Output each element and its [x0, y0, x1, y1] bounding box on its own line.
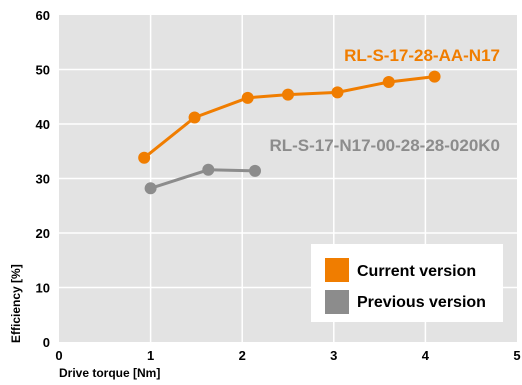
series-0-point	[331, 86, 344, 99]
series-0-point	[282, 88, 294, 101]
previous-version-annotation: RL-S-17-N17-00-28-28-020K0	[269, 136, 500, 155]
legend-label-current: Current version	[357, 263, 476, 280]
current-version-annotation: RL-S-17-28-AA-N17	[344, 46, 500, 65]
grid-lines	[59, 15, 517, 342]
x-tick-label: 0	[55, 348, 62, 363]
series-1-point	[249, 164, 262, 177]
y-tick-label: 60	[36, 8, 50, 23]
legend-label-previous: Previous version	[357, 294, 486, 311]
x-tick-label: 2	[239, 348, 246, 363]
y-tick-label: 30	[36, 172, 50, 187]
series-1-point	[144, 182, 157, 195]
legend-swatch-previous	[325, 290, 349, 314]
series-0-point	[138, 151, 151, 164]
series-0-point	[188, 111, 201, 124]
x-tick-label: 1	[147, 348, 154, 363]
y-tick-label: 10	[36, 281, 50, 296]
legend: Current version Previous version	[311, 244, 503, 322]
y-axis-label: Efficiency [%]	[9, 264, 23, 343]
x-tick-label: 4	[422, 348, 430, 363]
series-0-point	[428, 70, 441, 83]
series-0-point	[382, 76, 395, 89]
legend-swatch-current	[325, 258, 349, 282]
series-1-point	[202, 163, 215, 176]
series-points	[138, 70, 441, 195]
y-tick-label: 50	[36, 63, 50, 78]
series-0-point	[241, 91, 254, 104]
y-tick-label: 20	[36, 226, 50, 241]
x-tick-label: 3	[330, 348, 337, 363]
y-tick-label: 40	[36, 117, 50, 132]
x-tick-label: 5	[513, 348, 520, 363]
x-axis-label: Drive torque [Nm]	[59, 366, 160, 380]
y-tick-label: 0	[43, 335, 50, 350]
